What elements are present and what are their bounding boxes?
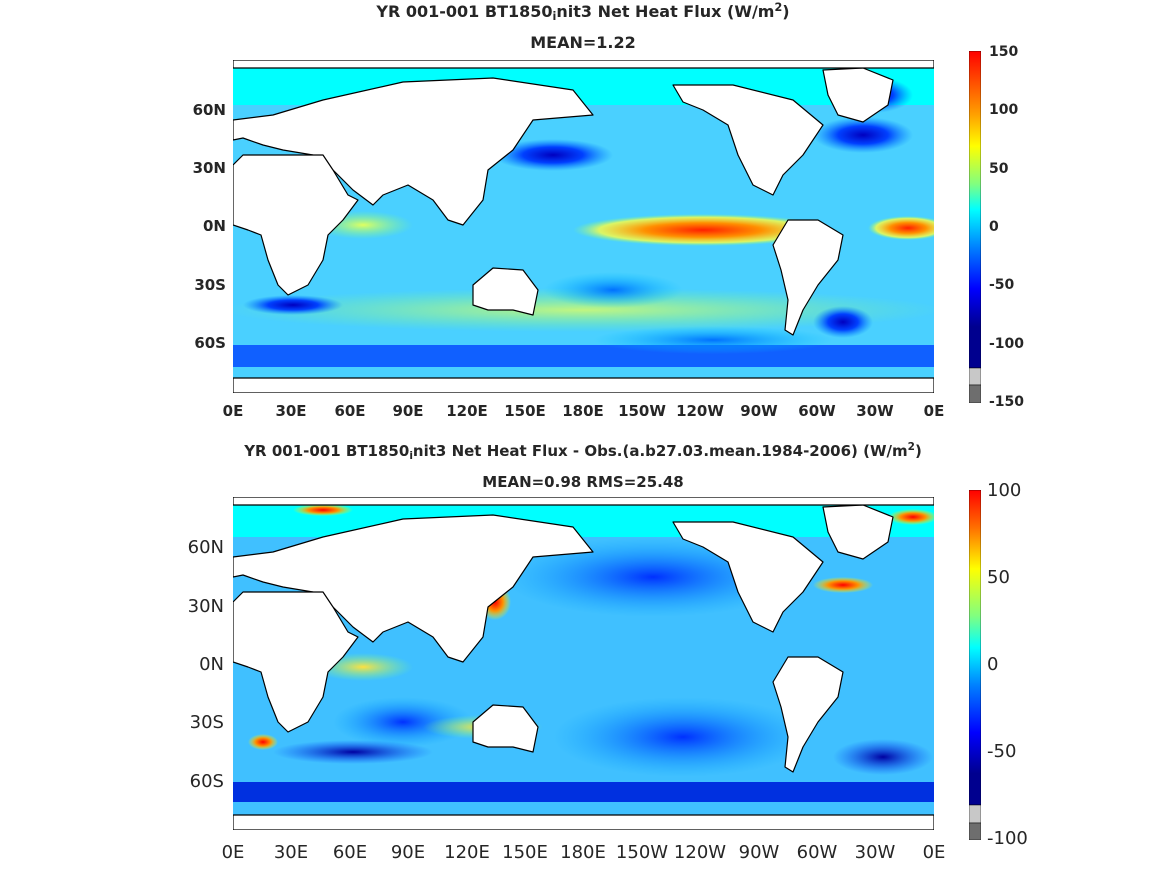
- kuroshio-cold: [493, 139, 613, 171]
- panel-title: YR 001-001 BT1850init3 Net Heat Flux - O…: [233, 441, 933, 462]
- panel-stats: MEAN=1.22: [530, 33, 636, 52]
- x-tick-label: 120W: [673, 842, 727, 863]
- colorbar-missing-dark: [969, 822, 981, 840]
- colorbar-missing-light: [969, 367, 981, 386]
- south-atlantic-dark: [833, 739, 933, 775]
- colorbar: [969, 51, 981, 403]
- x-tick-label: 150E: [502, 842, 548, 863]
- gulf-stream-hot: [813, 577, 873, 593]
- panel-title: YR 001-001 BT1850init3 Net Heat Flux (W/…: [233, 1, 933, 23]
- title-close-paren: ): [782, 2, 790, 21]
- equatorial-pacific-warm: [573, 214, 833, 246]
- southern-warm-band: [233, 288, 934, 332]
- colorbar-label: 0: [989, 219, 999, 235]
- x-tick-label: 120E: [446, 402, 488, 420]
- arctic-atlantic-hot: [888, 509, 934, 525]
- colorbar-label: 150: [989, 44, 1019, 60]
- title-text: YR 001-001 BT1850: [376, 2, 553, 21]
- agulhas-hot: [248, 734, 278, 750]
- x-tick-label: 30E: [273, 842, 309, 863]
- title-close-paren: ): [914, 442, 922, 460]
- southwest-atlantic-cold: [813, 306, 873, 338]
- colorbar-label: 50: [987, 567, 1010, 588]
- x-tick-label: 0E: [221, 842, 245, 863]
- panel-model-net-heat-flux: YR 001-001 BT1850init3 Net Heat Flux (W/…: [0, 0, 1167, 437]
- x-tick-label: 0E: [222, 402, 244, 420]
- x-tick-label: 150E: [504, 402, 546, 420]
- y-tick-label: 0N: [199, 654, 224, 675]
- colorbar-missing-dark: [969, 384, 981, 403]
- x-tick-label: 90E: [390, 842, 426, 863]
- y-tick-label: 30S: [189, 712, 224, 733]
- title-text-rest: nit3 Net Heat Flux - Obs.(a.b27.03.mean.…: [412, 442, 908, 460]
- south-pacific-blue: [553, 697, 813, 777]
- colorbar-label: 0: [987, 654, 999, 675]
- x-tick-label: 0E: [922, 842, 946, 863]
- panel-stats: MEAN=0.98 RMS=25.48: [482, 473, 684, 491]
- x-tick-label: 180E: [562, 402, 604, 420]
- x-tick-label: 30W: [854, 842, 896, 863]
- x-tick-label: 60W: [796, 842, 838, 863]
- map-plot: [233, 497, 934, 830]
- colorbar-gradient: [969, 490, 981, 806]
- y-tick-label: 60N: [187, 537, 224, 558]
- x-tick-label: 90W: [738, 842, 780, 863]
- x-tick-label: 150W: [618, 402, 666, 420]
- x-tick-label: 120W: [676, 402, 724, 420]
- gulf-stream-cold: [813, 117, 913, 153]
- colorbar-missing-light: [969, 804, 981, 824]
- landmasses: [233, 60, 934, 393]
- map-plot: [233, 60, 934, 393]
- landmasses: [233, 497, 934, 830]
- x-tick-label: 30W: [856, 402, 894, 420]
- x-tick-label: 90W: [740, 402, 778, 420]
- equatorial-atlantic-warm: [868, 216, 934, 240]
- southern-cold-band: [233, 782, 934, 802]
- south-pacific-blue: [593, 326, 833, 354]
- x-tick-label: 60W: [798, 402, 836, 420]
- colorbar-gradient: [969, 51, 981, 369]
- y-tick-label: 30N: [187, 596, 224, 617]
- title-text-rest: nit3 Net Heat Flux (W/m: [556, 2, 775, 21]
- southern-cold-band: [233, 345, 934, 367]
- barents-hot: [293, 504, 353, 516]
- x-tick-label: 150W: [615, 842, 669, 863]
- title-text: YR 001-001 BT1850: [244, 442, 410, 460]
- x-tick-label: 90E: [392, 402, 424, 420]
- y-tick-label: 60S: [189, 771, 224, 792]
- mid-pacific-blue: [543, 272, 683, 308]
- colorbar-label: -50: [987, 741, 1017, 762]
- title-superscript: 2: [907, 441, 915, 453]
- colorbar-label: -150: [989, 394, 1025, 410]
- title-superscript: 2: [774, 1, 783, 14]
- colorbar-label: -100: [989, 336, 1025, 352]
- panel-model-minus-obs: YR 001-001 BT1850init3 Net Heat Flux - O…: [0, 437, 1167, 874]
- x-tick-label: 60E: [334, 402, 366, 420]
- title-subscript: i: [409, 450, 413, 462]
- x-tick-label: 0E: [923, 402, 945, 420]
- x-tick-label: 30E: [275, 402, 307, 420]
- y-tick-label: 60S: [194, 334, 226, 352]
- colorbar-label: 100: [989, 102, 1019, 118]
- x-tick-label: 120E: [444, 842, 490, 863]
- colorbar-label: -100: [987, 828, 1028, 849]
- colorbar-label: 50: [989, 161, 1009, 177]
- south-atlantic-cold: [243, 295, 343, 315]
- x-tick-label: 180E: [560, 842, 606, 863]
- y-tick-label: 60N: [192, 101, 226, 119]
- colorbar: [969, 490, 981, 840]
- southern-ocean-dark: [273, 740, 433, 764]
- colorbar-label: 100: [987, 480, 1022, 501]
- colorbar-label: -50: [989, 277, 1015, 293]
- y-tick-label: 30N: [192, 159, 226, 177]
- y-tick-label: 30S: [194, 276, 226, 294]
- x-tick-label: 60E: [332, 842, 368, 863]
- y-tick-label: 0N: [203, 217, 226, 235]
- title-subscript: i: [552, 10, 557, 23]
